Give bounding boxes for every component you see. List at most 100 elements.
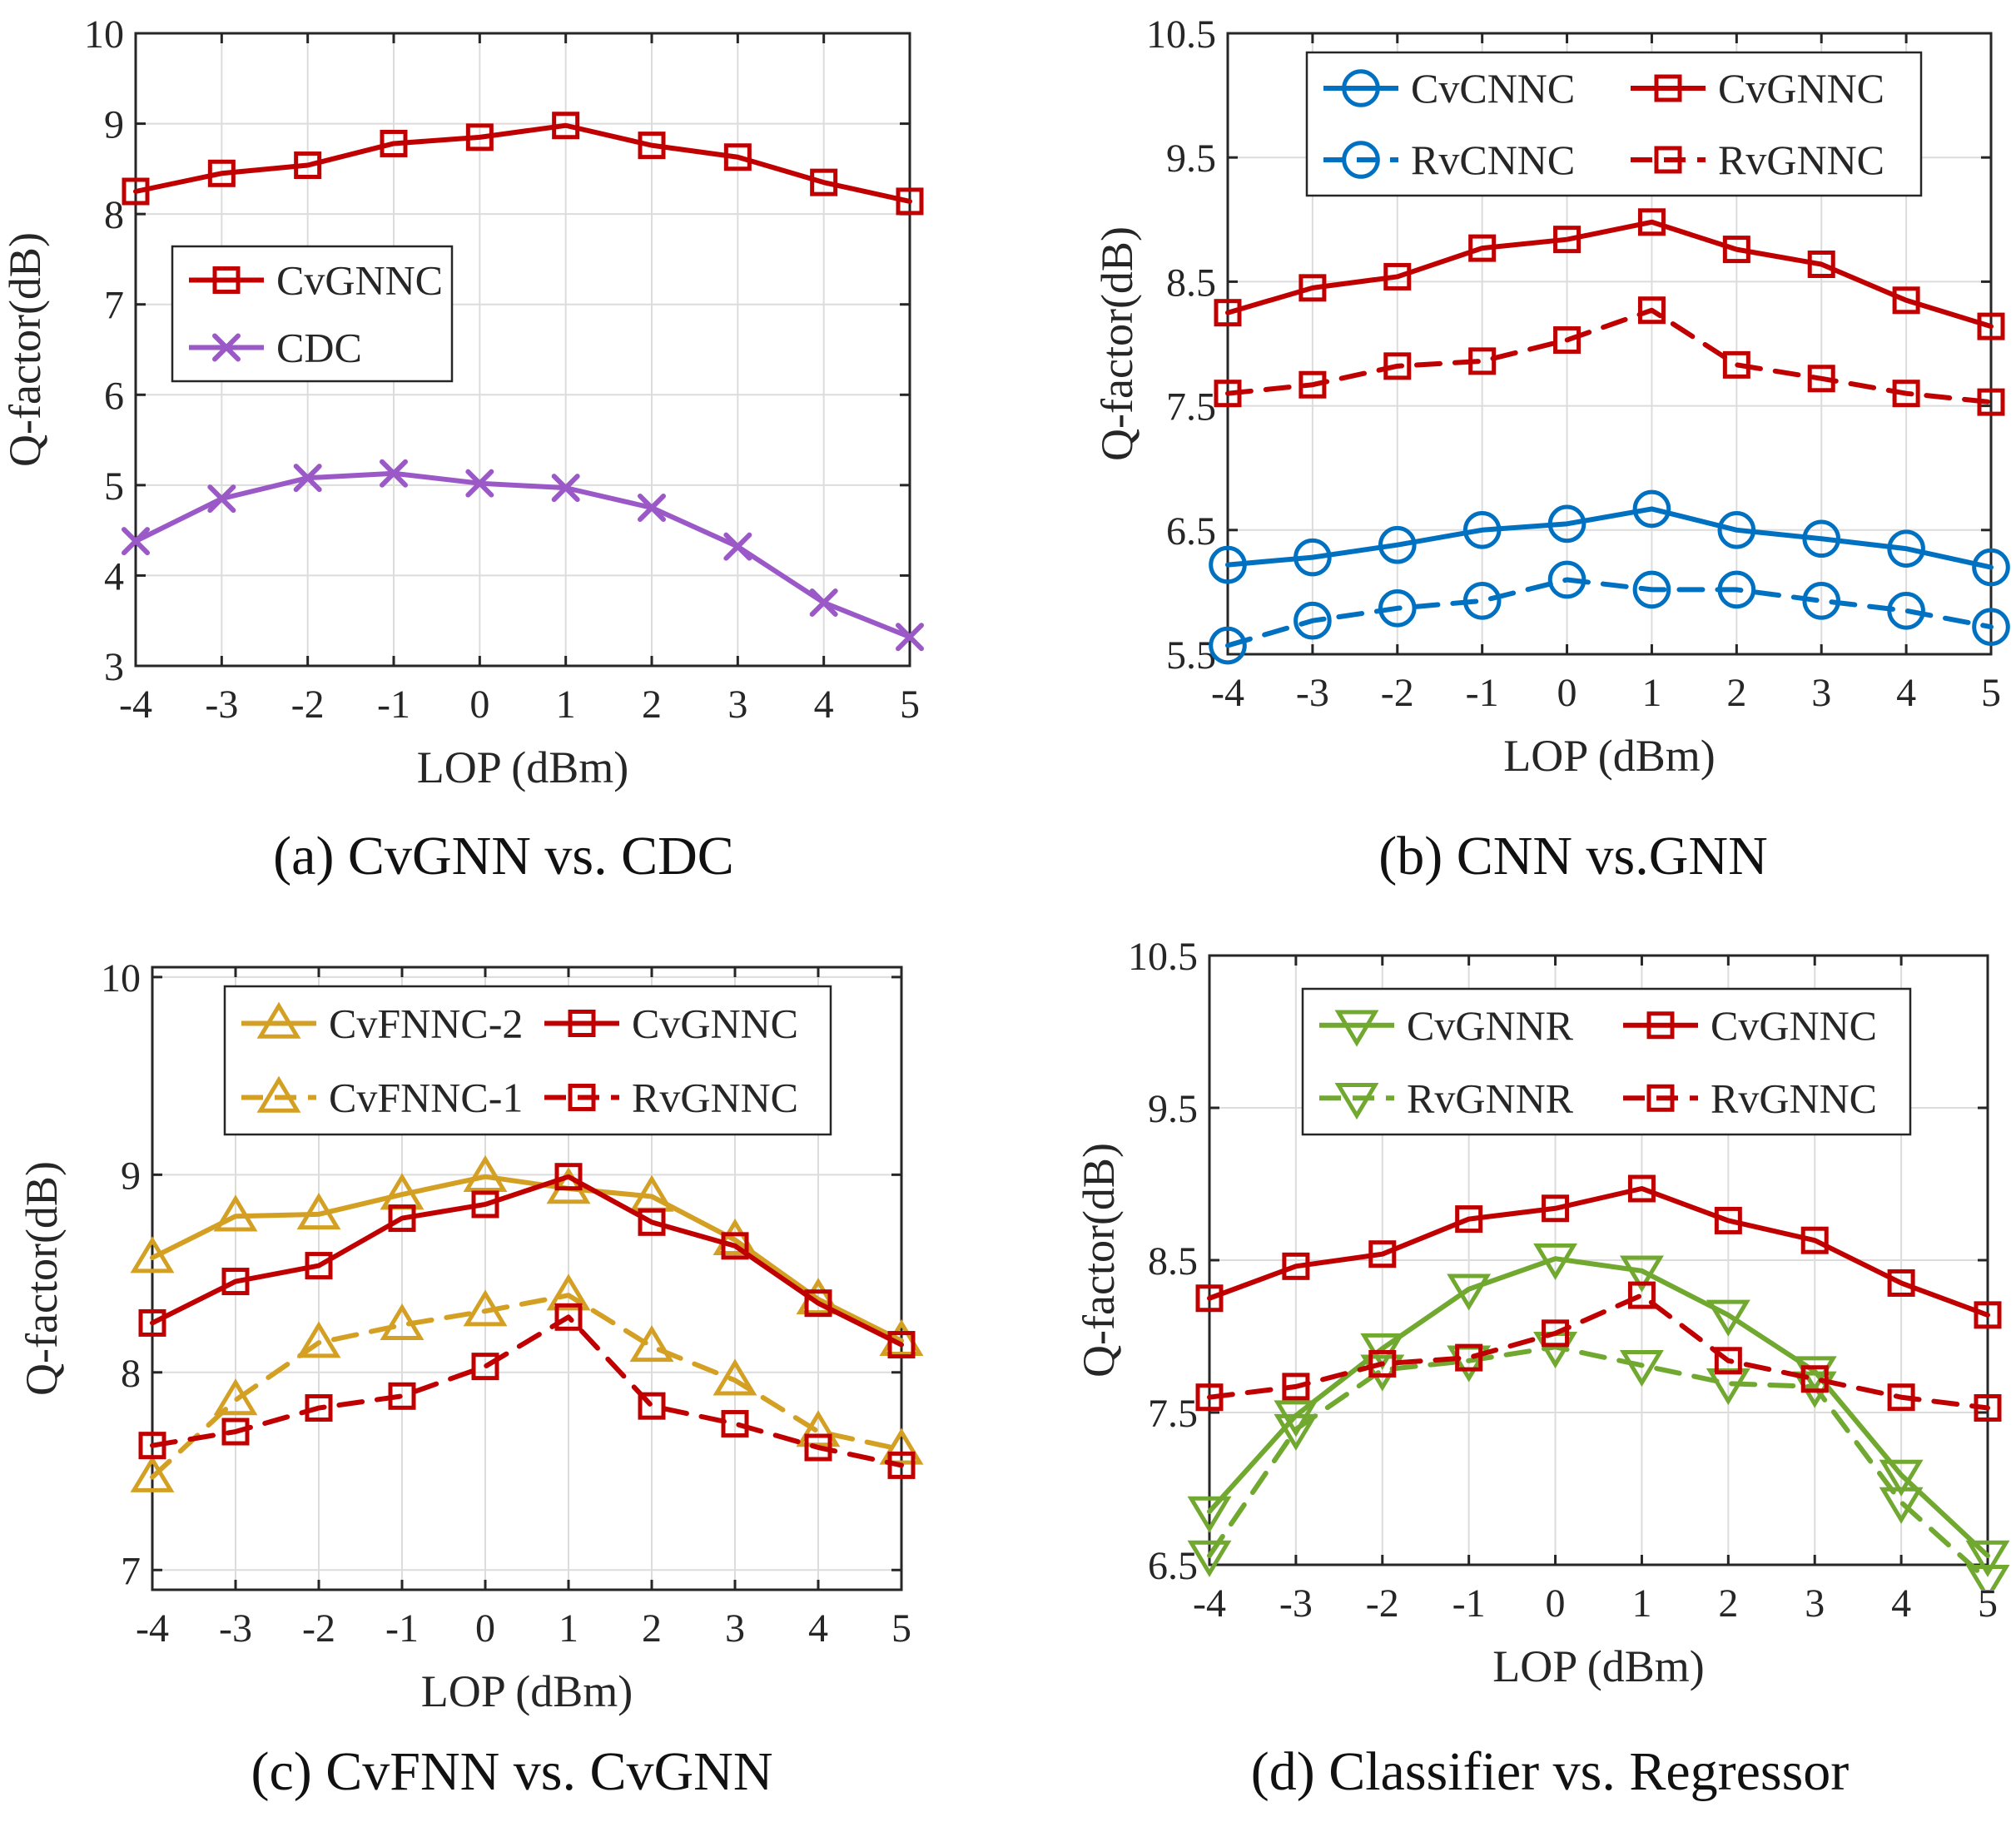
y-axis-label: Q-factor(dB)	[17, 1161, 67, 1396]
series-line-RvCNNC	[1225, 577, 1994, 648]
y-tick-label: 6.5	[1148, 1544, 1198, 1588]
data-point-CvGNNC	[638, 132, 666, 160]
data-point-RvGNNC	[1887, 1383, 1915, 1412]
series-line-CvGNNR	[1207, 1256, 1990, 1559]
data-point-RvCNNC	[1802, 582, 1841, 620]
x-tick-label: -2	[1366, 1581, 1399, 1626]
data-point-CvGNNC	[1298, 274, 1327, 302]
legend-swatch-marker	[568, 1084, 596, 1111]
data-point-CvGNNR	[1533, 1243, 1578, 1281]
data-point-CvCNNC	[1972, 548, 2010, 587]
series-CvGNNR	[1187, 1243, 2010, 1577]
caption-c: (c) CvFNN vs. CvGNN	[251, 1741, 773, 1802]
data-point-CvGNNC	[305, 1252, 333, 1280]
data-point-RvGNNC	[138, 1432, 166, 1460]
x-tick-label: 3	[725, 1606, 745, 1651]
data-point-RvCNNC	[1294, 601, 1332, 640]
legend-swatch-marker	[1334, 1083, 1379, 1120]
data-point-CvGNNC	[1468, 234, 1497, 262]
series-line-RvGNNC	[1225, 307, 1994, 405]
x-axis-label: LOP (dBm)	[421, 1666, 633, 1716]
x-tick-label: 0	[1546, 1581, 1566, 1626]
legend-label: CvCNNC	[1411, 65, 1575, 112]
legend-item-CvFNNC-2: CvFNNC-2	[241, 1000, 523, 1047]
data-point-CvGNNC	[1195, 1284, 1224, 1313]
y-tick-label: 7	[104, 284, 124, 328]
caption-a: (a) CvGNN vs. CDC	[273, 826, 734, 886]
data-point-RvCNNC	[1972, 608, 2010, 646]
y-tick-label: 7.5	[1166, 385, 1216, 429]
x-tick-label: 3	[1811, 671, 1831, 715]
y-tick-label: 10	[101, 956, 141, 1000]
y-tick-label: 8	[121, 1352, 141, 1396]
data-point-CvGNNC	[471, 1190, 499, 1219]
data-point-CvFNNC-2	[296, 1192, 341, 1230]
data-point-CvCNNC	[1632, 489, 1671, 529]
data-point-RvGNNC	[1383, 352, 1412, 380]
data-point-CvFNNC-1	[879, 1427, 924, 1465]
data-point-CDC	[809, 588, 838, 617]
data-point-CvGNNC	[638, 1208, 666, 1236]
series-line-CDC	[133, 470, 912, 640]
legend-swatch-marker	[256, 1001, 301, 1039]
data-point-RvGNNC	[1282, 1373, 1310, 1401]
chart-panel-b: -4 -3 -2 -1 0 1 2 3 4 5 5.5 6.5 7.5 8.5 9.5 10.5 LOP (dB…	[1092, 12, 2010, 781]
data-point-CvCNNC	[1294, 538, 1332, 577]
data-point-RvGNNC	[221, 1417, 250, 1446]
legend-label: CvFNNC-1	[329, 1075, 523, 1121]
data-point-CvGNNC	[804, 1289, 832, 1318]
x-tick-label: 5	[900, 683, 920, 727]
x-tick-label: 4	[1896, 671, 1916, 715]
data-point-CvGNNC	[810, 168, 838, 196]
data-point-RvGNNR	[1965, 1565, 2010, 1590]
data-point-RvCNNC	[1378, 588, 1417, 628]
x-tick-label: 2	[642, 1606, 662, 1651]
series-CDC	[122, 459, 924, 652]
data-point-RvGNNC	[1214, 380, 1242, 408]
legend-swatch-marker	[212, 266, 241, 294]
legend-label: CvGNNC	[276, 257, 443, 304]
legend-swatch-marker	[256, 1075, 301, 1113]
x-tick-label: 1	[559, 1606, 578, 1651]
data-point-CvGNNC	[1383, 262, 1412, 290]
data-point-CvFNNC-1	[796, 1410, 841, 1447]
legend-label: CvGNNC	[1718, 65, 1884, 112]
data-point-CvGNNC	[887, 1331, 916, 1359]
series-line-RvGNNC	[150, 1314, 904, 1468]
data-point-CvGNNC	[388, 1204, 416, 1233]
data-point-CvGNNC	[138, 1308, 166, 1337]
x-tick-label: -2	[291, 683, 325, 727]
data-point-RvGNNC	[721, 1410, 749, 1438]
data-point-RvGNNR	[1187, 1540, 1232, 1577]
series-RvGNNC	[1214, 296, 2005, 416]
series-CvGNNC	[1214, 208, 2005, 340]
data-point-RvGNNC	[638, 1392, 666, 1420]
y-tick-label: 5	[104, 464, 124, 509]
axes-box	[1226, 32, 1993, 656]
x-axis-label: LOP (dBm)	[1492, 1641, 1705, 1691]
x-tick-label: 2	[642, 683, 662, 727]
data-point-RvCNNC	[1462, 582, 1502, 620]
data-point-RvGNNC	[1722, 350, 1750, 379]
y-tick-label: 9	[104, 103, 124, 147]
legend-swatch-marker	[1334, 1010, 1379, 1047]
data-point-RvGNNC	[1298, 370, 1327, 399]
y-tick-label: 6	[104, 374, 124, 418]
data-point-CvGNNC	[1637, 208, 1666, 236]
data-point-CvGNNC	[721, 1232, 749, 1260]
y-tick-label: 5.5	[1166, 633, 1216, 678]
legend-item-CvGNNC: CvGNNC	[1623, 1002, 1877, 1049]
x-tick-label: -4	[119, 683, 152, 727]
legend-item-CvGNNC: CvGNNC	[189, 257, 443, 304]
x-tick-label: 2	[1718, 1581, 1738, 1626]
legend-item-RvGNNR: RvGNNR	[1319, 1075, 1574, 1121]
x-axis-label: LOP (dBm)	[417, 742, 629, 792]
legend-item-CvFNNC-1: CvFNNC-1	[241, 1075, 523, 1121]
data-point-CvGNNR	[1447, 1273, 1492, 1311]
data-point-RvGNNC	[1977, 388, 2005, 416]
caption-b: (b) CNN vs.GNN	[1378, 826, 1767, 886]
x-tick-label: -1	[377, 683, 410, 727]
data-point-RvCNNC	[1547, 560, 1586, 599]
